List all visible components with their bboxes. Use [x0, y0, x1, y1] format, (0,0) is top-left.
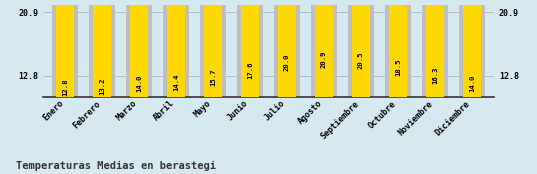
Text: 12.8: 12.8 [62, 79, 68, 96]
Bar [274, 0, 300, 97]
Bar [241, 0, 259, 97]
Text: 16.3: 16.3 [432, 66, 438, 84]
Text: 14.4: 14.4 [173, 73, 179, 91]
Bar [52, 0, 78, 97]
Text: 20.0: 20.0 [284, 53, 290, 71]
Text: Temperaturas Medias en berastegi: Temperaturas Medias en berastegi [16, 160, 216, 171]
Bar [385, 0, 411, 97]
Bar [163, 0, 189, 97]
Bar [89, 0, 115, 97]
Bar [352, 0, 370, 97]
Bar [130, 0, 148, 97]
Bar [463, 0, 481, 97]
Bar [389, 0, 407, 97]
Text: 17.6: 17.6 [247, 62, 253, 79]
Text: 20.5: 20.5 [358, 52, 364, 69]
Bar [348, 0, 374, 97]
Bar [278, 0, 296, 97]
Bar [426, 0, 444, 97]
Text: 14.0: 14.0 [136, 75, 142, 92]
Bar [315, 0, 333, 97]
Text: 18.5: 18.5 [395, 59, 401, 76]
Bar [422, 0, 448, 97]
Bar [237, 0, 263, 97]
Bar [126, 0, 152, 97]
Text: 13.2: 13.2 [99, 77, 105, 95]
Bar [200, 0, 226, 97]
Text: 15.7: 15.7 [210, 69, 216, 86]
Bar [459, 0, 485, 97]
Text: 20.9: 20.9 [321, 50, 327, 68]
Bar [311, 0, 337, 97]
Bar [56, 0, 74, 97]
Bar [204, 0, 222, 97]
Text: 14.0: 14.0 [469, 75, 475, 92]
Bar [167, 0, 185, 97]
Bar [93, 0, 111, 97]
